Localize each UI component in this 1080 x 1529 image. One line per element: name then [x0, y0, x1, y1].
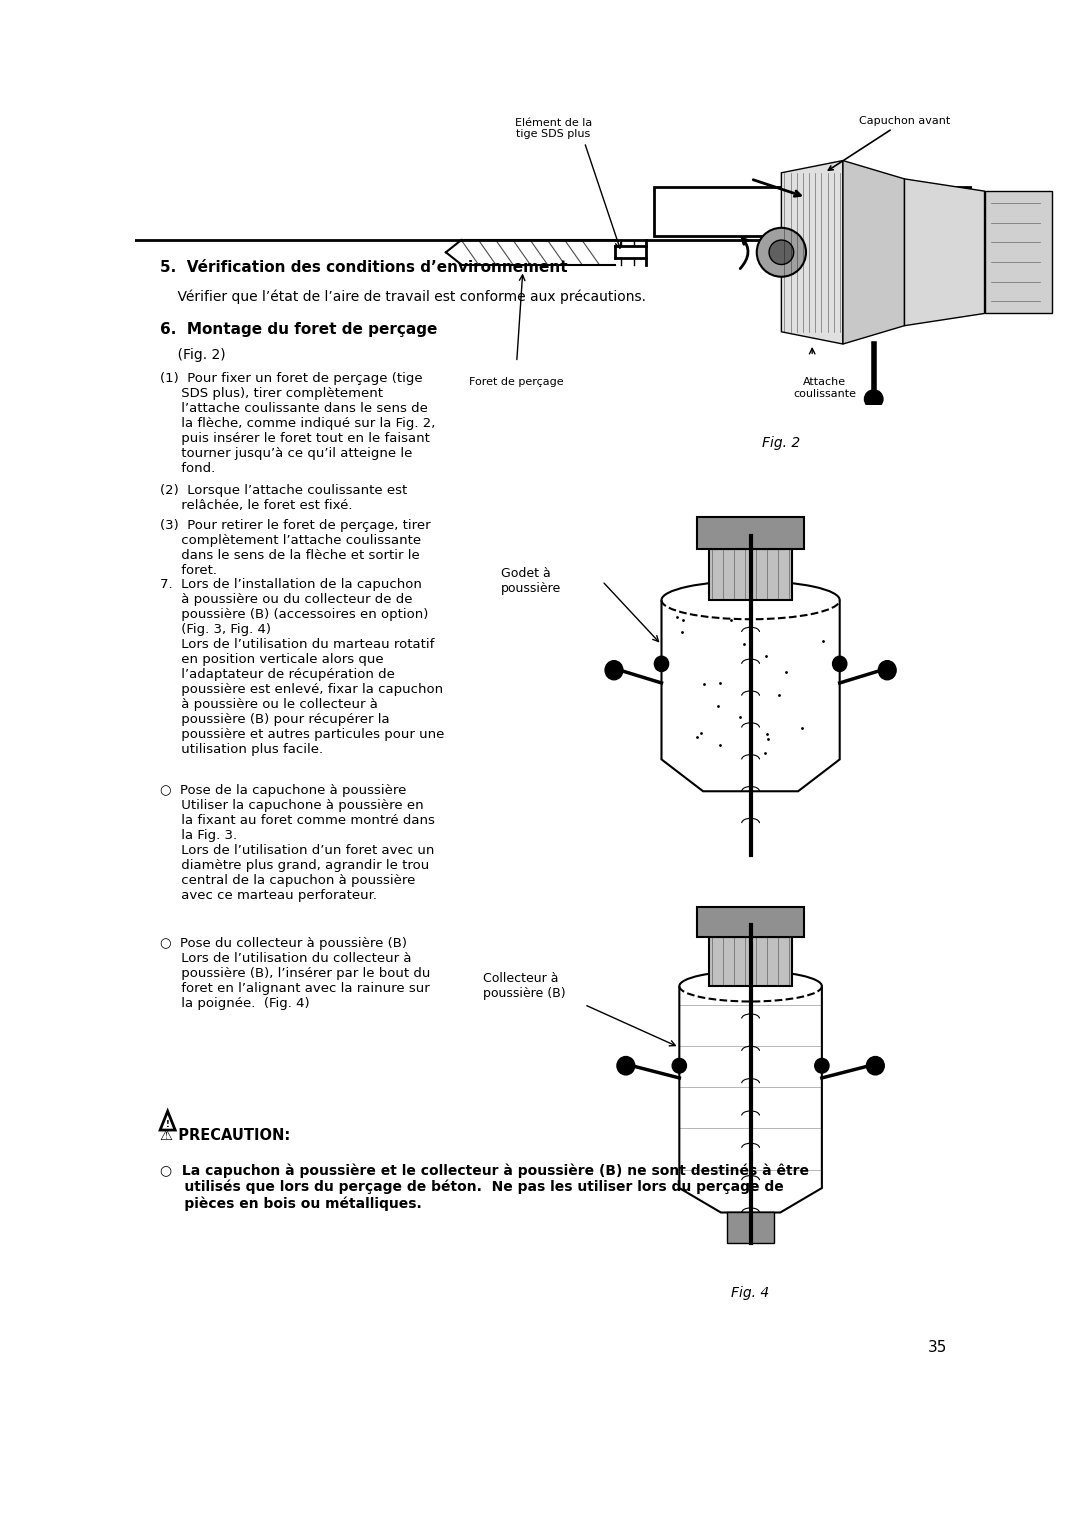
Text: !: !: [165, 1119, 170, 1128]
Text: Collecteur à
poussière (B): Collecteur à poussière (B): [483, 972, 566, 1000]
Text: ○  Pose de la capuchone à poussière
     Utiliser la capuchone à poussière en
  : ○ Pose de la capuchone à poussière Utili…: [160, 784, 435, 902]
Circle shape: [864, 390, 883, 408]
Text: (Fig. 2): (Fig. 2): [160, 349, 226, 362]
Circle shape: [878, 661, 896, 680]
Circle shape: [866, 1057, 885, 1075]
Circle shape: [605, 661, 623, 680]
Text: Attache
coulissante: Attache coulissante: [793, 378, 856, 399]
Bar: [708, 937, 792, 986]
Bar: [698, 517, 804, 549]
Text: (3)  Pour retirer le foret de perçage, tirer
     complètement l’attache couliss: (3) Pour retirer le foret de perçage, ti…: [160, 518, 431, 576]
Text: ○  La capuchon à poussière et le collecteur à poussière (B) ne sont destinés à ê: ○ La capuchon à poussière et le collecte…: [160, 1164, 809, 1211]
FancyBboxPatch shape: [653, 187, 972, 237]
Bar: [698, 907, 804, 937]
Text: Fig. 2: Fig. 2: [762, 436, 800, 450]
Circle shape: [769, 240, 794, 265]
Bar: [727, 1212, 774, 1243]
Circle shape: [833, 656, 847, 671]
Text: Capuchon avant: Capuchon avant: [828, 116, 950, 170]
Text: ○  Pose du collecteur à poussière (B)
     Lors de l’utilisation du collecteur à: ○ Pose du collecteur à poussière (B) Lor…: [160, 937, 431, 1011]
Text: 35: 35: [928, 1339, 947, 1355]
Text: Vérifier que l’état de l’aire de travail est conforme aux précautions.: Vérifier que l’état de l’aire de travail…: [160, 289, 646, 304]
Text: Fig. 3: Fig. 3: [731, 905, 770, 920]
Polygon shape: [843, 161, 905, 344]
Text: 6.  Montage du foret de perçage: 6. Montage du foret de perçage: [160, 323, 437, 338]
Text: Français: Français: [767, 203, 859, 222]
Text: Elément de la
tige SDS plus: Elément de la tige SDS plus: [515, 118, 592, 139]
Text: 7.  Lors de l’installation de la capuchon
     à poussière ou du collecteur de d: 7. Lors de l’installation de la capuchon…: [160, 578, 445, 755]
Text: ⚠ PRECAUTION:: ⚠ PRECAUTION:: [160, 1128, 291, 1142]
Text: (1)  Pour fixer un foret de perçage (tige
     SDS plus), tirer complètement
   : (1) Pour fixer un foret de perçage (tige…: [160, 372, 435, 476]
Text: (2)  Lorsque l’attache coulissante est
     relâchée, le foret est fixé.: (2) Lorsque l’attache coulissante est re…: [160, 483, 407, 512]
Bar: [985, 191, 1052, 313]
Text: Fig. 4: Fig. 4: [731, 1286, 770, 1300]
Text: 5.  Vérification des conditions d’environnement: 5. Vérification des conditions d’environ…: [160, 260, 568, 275]
Circle shape: [654, 656, 669, 671]
Circle shape: [757, 228, 806, 277]
Bar: [708, 549, 792, 601]
Text: Foret de perçage: Foret de perçage: [470, 376, 564, 387]
Polygon shape: [905, 179, 985, 326]
Circle shape: [672, 1058, 687, 1073]
Polygon shape: [782, 161, 843, 344]
Text: Godet à
poussière: Godet à poussière: [501, 567, 562, 595]
Circle shape: [814, 1058, 829, 1073]
Circle shape: [617, 1057, 635, 1075]
